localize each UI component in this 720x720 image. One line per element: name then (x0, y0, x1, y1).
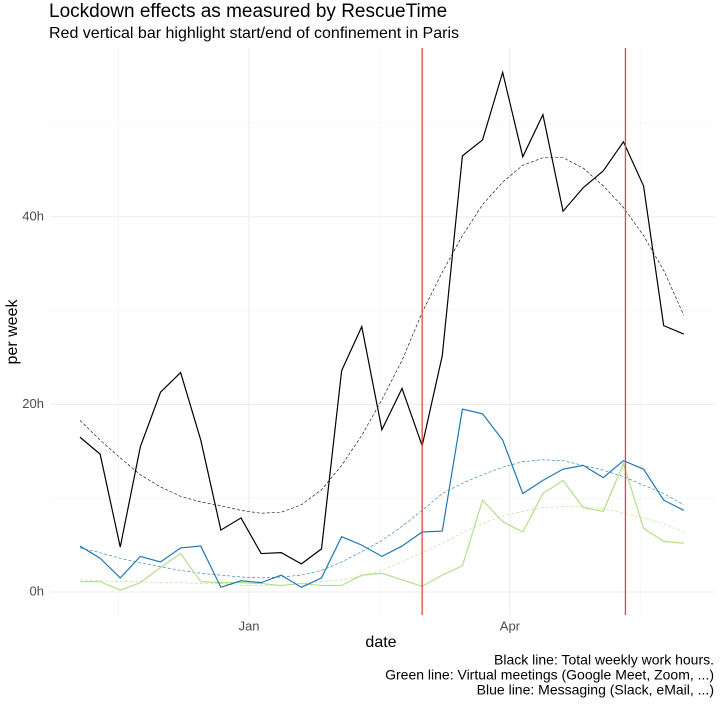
line (79, 408, 685, 589)
line (79, 461, 684, 591)
x-tick-label: Jan (239, 618, 260, 633)
y-tick-label: 0h (30, 583, 44, 598)
chart-subtitle: Red vertical bar highlight start/end of … (49, 25, 459, 42)
smooth-line (79, 157, 685, 514)
caption: Blue line: Messaging (Slack, eMail, ...) (477, 682, 714, 698)
caption: Black line: Total weekly work hours. (494, 652, 714, 668)
y-tick-label: 40h (22, 208, 44, 223)
y-tick-label: 20h (22, 396, 44, 411)
y-axis-label: per week (4, 299, 21, 365)
line (79, 70, 685, 565)
x-axis-label: date (365, 634, 396, 651)
x-tick-label: Apr (500, 618, 521, 633)
chart-title: Lockdown effects as measured by RescueTi… (49, 1, 447, 22)
caption: Green line: Virtual meetings (Google Mee… (385, 667, 714, 683)
